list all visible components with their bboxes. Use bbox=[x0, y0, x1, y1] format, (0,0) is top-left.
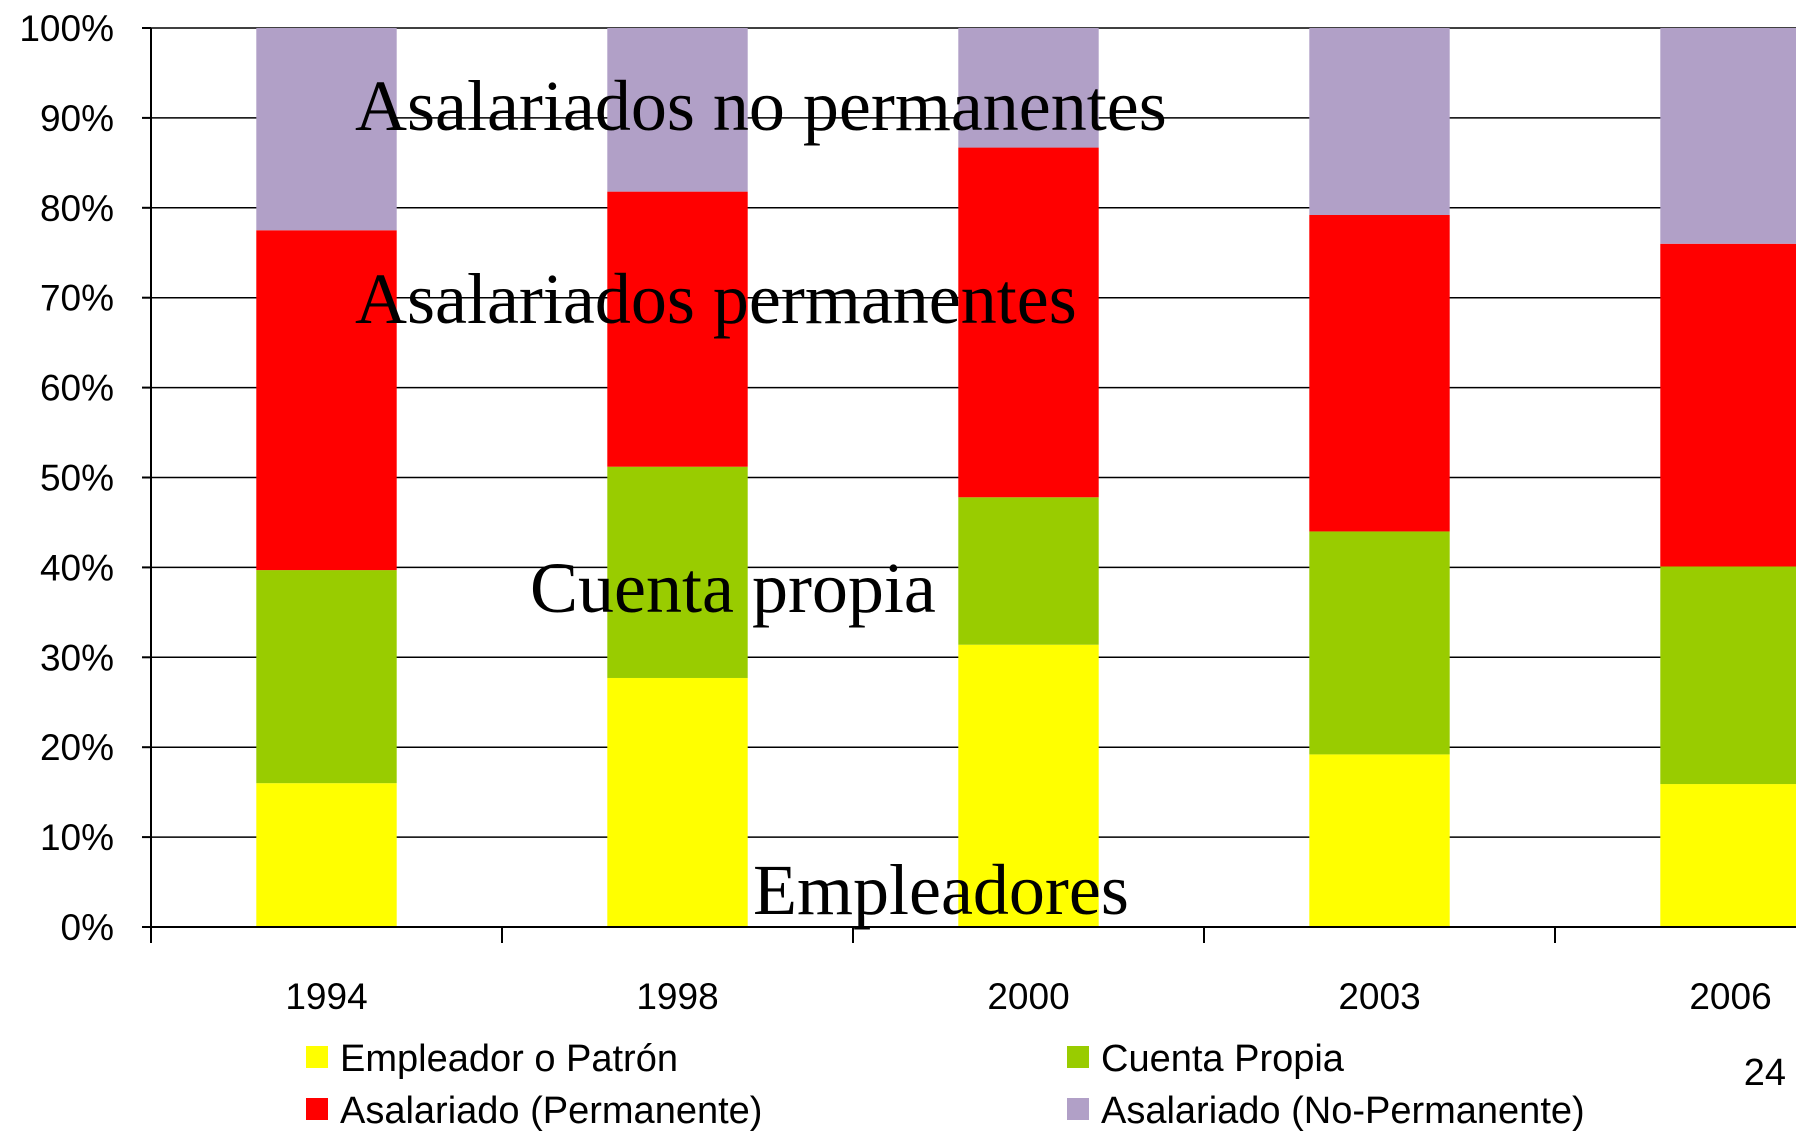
legend-swatch bbox=[1067, 1098, 1089, 1120]
x-tick-label: 1994 bbox=[285, 976, 367, 1017]
legend-label: Asalariado (Permanente) bbox=[340, 1090, 762, 1132]
bar-segment bbox=[1309, 531, 1450, 755]
legend-label: Asalariado (No-Permanente) bbox=[1101, 1090, 1585, 1132]
bar-segment bbox=[256, 28, 397, 231]
annotation: Empleadores bbox=[753, 850, 1129, 930]
annotation: Cuenta propia bbox=[530, 548, 936, 628]
y-tick-label: 40% bbox=[40, 547, 114, 588]
legend-label: Empleador o Patrón bbox=[340, 1038, 678, 1080]
y-tick-label: 100% bbox=[19, 8, 114, 49]
y-tick-label: 0% bbox=[61, 907, 114, 948]
bar-segment bbox=[958, 147, 1099, 498]
x-tick-label: 2003 bbox=[1338, 976, 1420, 1017]
legend-swatch bbox=[1067, 1046, 1089, 1068]
legend-label: Cuenta Propia bbox=[1101, 1038, 1345, 1080]
y-tick-label: 70% bbox=[40, 278, 114, 319]
y-tick-label: 10% bbox=[40, 817, 114, 858]
y-tick-label: 50% bbox=[40, 458, 114, 499]
bar-segment bbox=[607, 191, 748, 467]
bar-segment bbox=[1660, 784, 1796, 927]
y-tick-label: 90% bbox=[40, 98, 114, 139]
bar-segment bbox=[256, 783, 397, 927]
bar-segment bbox=[1309, 28, 1450, 215]
y-tick-label: 20% bbox=[40, 727, 114, 768]
x-tick-label: 2000 bbox=[987, 976, 1069, 1017]
bar-segment bbox=[958, 497, 1099, 645]
bar-segment bbox=[958, 28, 1099, 148]
bar-segment bbox=[607, 466, 748, 678]
bar-segment bbox=[607, 677, 748, 927]
annotation: Asalariados permanentes bbox=[355, 259, 1077, 339]
bar-segment bbox=[1309, 214, 1450, 532]
bars bbox=[256, 28, 1796, 927]
legend-swatch bbox=[306, 1098, 328, 1120]
y-tick-label: 80% bbox=[40, 188, 114, 229]
y-tick-label: 60% bbox=[40, 368, 114, 409]
x-tick-label: 2006 bbox=[1689, 976, 1771, 1017]
bar-segment bbox=[1309, 754, 1450, 927]
bar-segment bbox=[1660, 566, 1796, 785]
annotation: Asalariados no permanentes bbox=[355, 66, 1167, 146]
bar-segment bbox=[958, 644, 1099, 927]
axes: 0% 10% 20% 30% 40% 50% 60% 70% 80% 90% 100% 1994 199… bbox=[19, 8, 1796, 1017]
bar-segment bbox=[256, 570, 397, 784]
y-tick-label: 30% bbox=[40, 637, 114, 678]
x-tick-label: 1998 bbox=[636, 976, 718, 1017]
bar-segment bbox=[256, 230, 397, 571]
bar-segment bbox=[1660, 28, 1796, 244]
bar-segment bbox=[607, 28, 748, 192]
bar-segment bbox=[1660, 243, 1796, 567]
page-number: 24 bbox=[1744, 1052, 1786, 1094]
legend-swatch bbox=[306, 1046, 328, 1068]
